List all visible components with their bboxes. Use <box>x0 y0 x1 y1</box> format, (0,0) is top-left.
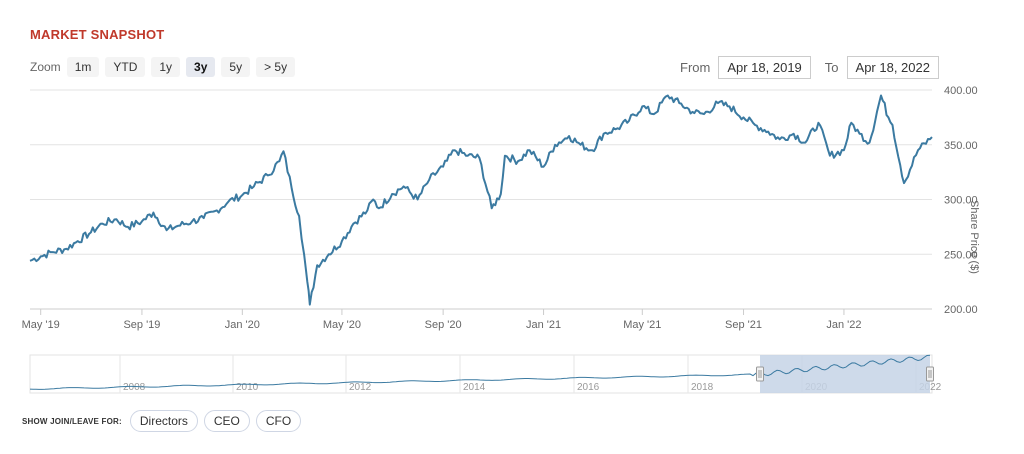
x-tick-label: Jan '20 <box>225 319 260 331</box>
zoom-controls: Zoom 1m YTD 1y 3y 5y > 5y <box>30 57 301 77</box>
directors-button[interactable]: Directors <box>129 410 198 432</box>
navigator-left-handle[interactable] <box>756 366 764 382</box>
navigator-series-line <box>29 354 931 390</box>
ceo-button[interactable]: CEO <box>203 410 250 432</box>
price-series-line <box>29 94 933 306</box>
navigator-tick-label: 2016 <box>577 382 600 393</box>
navigator-tick-label: 2018 <box>691 382 714 393</box>
navigator-tick-label: 2010 <box>236 382 259 393</box>
x-tick-label: Sep '19 <box>123 319 160 331</box>
zoom-label: Zoom <box>30 60 61 74</box>
x-tick-label: Jan '22 <box>826 319 861 331</box>
zoom-1y-button[interactable]: 1y <box>151 57 181 77</box>
date-range: From Apr 18, 2019 To Apr 18, 2022 <box>680 56 939 79</box>
from-label: From <box>680 60 711 75</box>
y-tick-label: 200.00 <box>944 304 978 316</box>
navigator-tick-label: 2014 <box>463 382 486 393</box>
x-tick-label: May '21 <box>623 319 661 331</box>
zoom-3y-button[interactable]: 3y <box>186 57 216 77</box>
y-tick-label: 300.00 <box>944 195 978 207</box>
x-tick-label: Sep '20 <box>425 319 462 331</box>
x-tick-label: Sep '21 <box>725 319 762 331</box>
price-chart[interactable]: 400.00 350.00 300.00 250.00 200.00 May '19 Sep… <box>0 80 1024 400</box>
navigator-right-handle[interactable] <box>926 366 934 382</box>
x-tick-label: Jan '21 <box>526 319 561 331</box>
page-title: MARKET SNAPSHOT <box>30 27 165 42</box>
cfo-button[interactable]: CFO <box>255 410 302 432</box>
x-tick-label: May '19 <box>22 319 60 331</box>
navigator-tick-label: 2022 <box>919 382 942 393</box>
y-tick-label: 350.00 <box>944 140 978 152</box>
y-tick-label: 400.00 <box>944 85 978 97</box>
navigator-tick-label: 2008 <box>123 382 146 393</box>
to-date-input[interactable]: Apr 18, 2022 <box>846 56 939 79</box>
navigator-tick-label: 2012 <box>349 382 372 393</box>
zoom-all-button[interactable]: > 5y <box>256 57 296 77</box>
zoom-1m-button[interactable]: 1m <box>66 57 100 77</box>
y-tick-label: 250.00 <box>944 249 978 261</box>
from-date-input[interactable]: Apr 18, 2019 <box>718 56 811 79</box>
x-tick-label: May '20 <box>323 319 361 331</box>
y-axis-label: Share Price ($) <box>968 200 980 274</box>
to-label: To <box>824 60 839 75</box>
join-leave-filter: SHOW JOIN/LEAVE FOR: Directors CEO CFO <box>22 410 307 432</box>
zoom-ytd-button[interactable]: YTD <box>105 57 146 77</box>
zoom-5y-button[interactable]: 5y <box>221 57 251 77</box>
join-leave-label: SHOW JOIN/LEAVE FOR: <box>22 416 122 426</box>
